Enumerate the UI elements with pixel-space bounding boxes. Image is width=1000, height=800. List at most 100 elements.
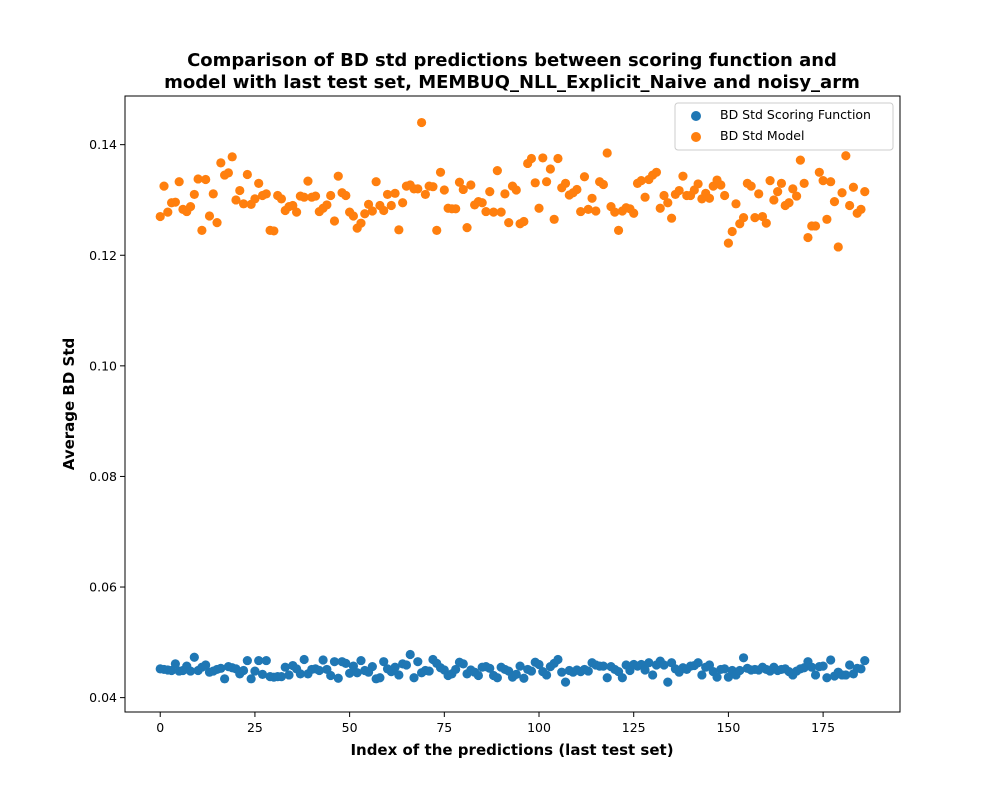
data-point: [310, 191, 321, 201]
data-point: [424, 666, 434, 676]
data-point: [659, 660, 669, 670]
data-point: [553, 654, 563, 665]
data-point: [314, 665, 324, 676]
data-point: [466, 180, 476, 190]
data-point: [454, 177, 465, 187]
data-point: [197, 225, 207, 235]
y-tick-label: 0.14: [89, 137, 117, 152]
data-point: [845, 200, 855, 211]
data-point: [208, 189, 218, 199]
data-point: [394, 670, 404, 680]
data-point: [492, 166, 502, 176]
data-point: [303, 176, 313, 186]
data-point: [644, 658, 654, 668]
x-tick-label: 50: [342, 720, 358, 735]
data-point: [299, 654, 309, 665]
data-point: [322, 200, 332, 210]
data-point: [826, 655, 836, 665]
y-tick-label: 0.12: [89, 248, 117, 263]
data-point: [803, 232, 813, 243]
data-point: [591, 206, 601, 216]
data-point: [485, 187, 495, 197]
data-point: [458, 184, 468, 195]
data-point: [348, 211, 359, 221]
legend-box: [674, 102, 894, 151]
data-point: [352, 668, 362, 678]
x-tick-label: 150: [716, 720, 740, 735]
data-point: [485, 663, 495, 673]
data-point: [432, 225, 442, 235]
data-point: [784, 198, 794, 208]
data-point: [587, 193, 597, 203]
data-point: [693, 179, 703, 189]
data-point: [159, 181, 169, 191]
data-point: [345, 668, 355, 678]
data-point: [526, 666, 537, 676]
data-point: [409, 673, 419, 683]
data-point: [382, 189, 393, 200]
data-point: [810, 670, 821, 680]
data-point: [791, 191, 802, 201]
data-point: [386, 200, 396, 211]
data-point: [329, 657, 340, 667]
data-point: [318, 655, 328, 665]
data-point: [583, 204, 593, 214]
x-tick-label: 25: [247, 720, 263, 735]
data-point: [261, 655, 271, 666]
data-point: [674, 185, 684, 196]
chart-title-line-2: model with last test set, MEMBUQ_NLL_Exp…: [164, 72, 860, 93]
data-point: [212, 218, 222, 228]
data-point: [227, 152, 237, 162]
data-point: [598, 179, 609, 190]
data-point: [174, 177, 184, 187]
data-point: [526, 153, 537, 164]
data-point: [818, 661, 828, 671]
data-point: [799, 178, 809, 188]
data-point: [269, 226, 279, 236]
data-point: [458, 659, 468, 669]
data-point: [720, 664, 730, 674]
data-point: [829, 197, 840, 207]
legend-marker-model: [691, 132, 701, 142]
data-point: [572, 184, 582, 195]
data-point: [390, 188, 400, 198]
data-point: [693, 658, 703, 668]
data-point: [405, 649, 415, 660]
data-point: [519, 673, 529, 683]
y-tick-label: 0.08: [89, 469, 117, 484]
data-point: [223, 168, 234, 178]
data-point: [375, 673, 385, 683]
data-point: [538, 153, 548, 163]
data-point: [185, 201, 196, 212]
data-point: [204, 211, 215, 221]
data-point: [545, 164, 555, 174]
legend-label-model: BD Std Model: [720, 128, 804, 143]
data-point: [356, 218, 366, 228]
data-point: [663, 677, 673, 687]
x-axis-label: Index of the predictions (last test set): [350, 741, 673, 759]
data-point: [704, 193, 715, 203]
data-point: [583, 666, 593, 676]
data-point: [462, 223, 472, 233]
data-point: [496, 207, 506, 217]
data-point: [488, 207, 499, 217]
data-point: [242, 169, 252, 180]
data-point: [769, 195, 779, 205]
data-point: [773, 187, 783, 197]
data-point: [678, 171, 688, 181]
data-point: [185, 666, 196, 676]
data-point: [655, 203, 665, 213]
data-point: [856, 204, 866, 214]
data-point: [481, 206, 491, 217]
data-point: [189, 189, 199, 200]
data-point: [553, 153, 563, 164]
data-point: [697, 670, 707, 680]
data-point: [504, 218, 514, 228]
data-point: [413, 184, 423, 194]
data-point: [341, 190, 351, 201]
data-point: [807, 662, 817, 672]
data-point: [356, 655, 366, 666]
data-point: [261, 189, 271, 199]
data-point: [822, 673, 832, 683]
